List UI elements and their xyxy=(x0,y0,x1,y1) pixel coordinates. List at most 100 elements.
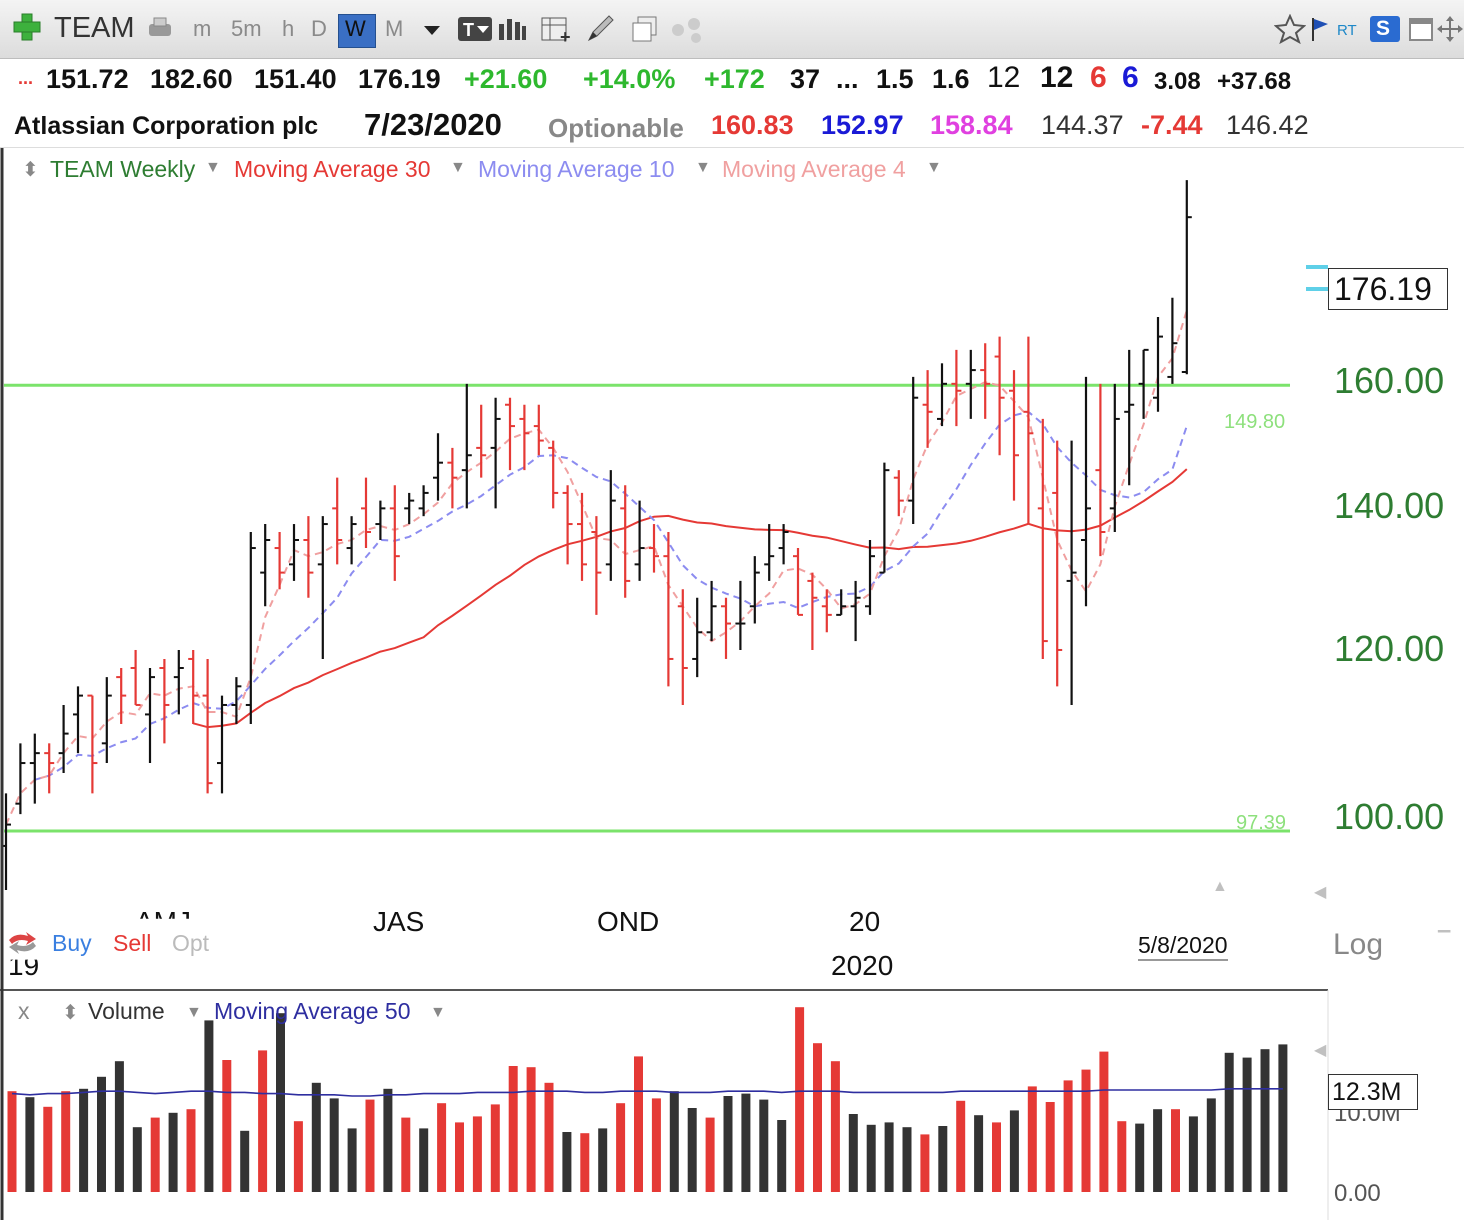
axis-menu-icon[interactable]: ▔ xyxy=(1438,932,1451,949)
interval-d[interactable]: D xyxy=(311,16,327,41)
volume-bar xyxy=(347,1128,357,1192)
close-value: 176.19 xyxy=(358,64,441,94)
quote-line-2: Atlassian Corporation plc 7/23/2020 Opti… xyxy=(0,104,1464,150)
window-icon[interactable] xyxy=(1408,16,1436,49)
ohlc-bar xyxy=(260,524,271,607)
ohlc-bar xyxy=(346,516,357,565)
indicators-icon[interactable]: + xyxy=(540,14,574,49)
volume-dropdown-icon[interactable]: ▼ xyxy=(186,1004,202,1021)
ohlc-bar xyxy=(1066,440,1077,705)
volume-bar xyxy=(132,1127,142,1192)
rt-icon[interactable]: RT xyxy=(1337,22,1357,39)
legend-ma4-dropdown-icon[interactable]: ▼ xyxy=(926,159,942,176)
volume-bar xyxy=(848,1114,858,1192)
s-icon[interactable] xyxy=(1370,16,1400,42)
interval-m-monthly[interactable]: M xyxy=(385,16,404,41)
stat-3: 1.5 xyxy=(876,64,914,94)
ohlc-bar xyxy=(1138,348,1149,419)
volume-bar xyxy=(240,1130,250,1192)
flag-icon[interactable] xyxy=(1310,16,1330,47)
ohlc-bar xyxy=(692,597,703,678)
volume-bar xyxy=(1224,1052,1234,1192)
volume-close-button[interactable]: x xyxy=(18,998,30,1024)
volume-bar xyxy=(902,1127,912,1192)
ohlc-bar xyxy=(1095,383,1106,557)
axis-scroll-up-icon[interactable]: ▲ xyxy=(1212,878,1228,895)
legend-ma30-dropdown-icon[interactable]: ▼ xyxy=(450,159,466,176)
interval-h[interactable]: h xyxy=(282,16,295,41)
ohlc-bar xyxy=(447,447,458,509)
text-tool-icon[interactable]: T xyxy=(458,17,492,46)
axis-label-160: 160.00 xyxy=(1334,360,1445,401)
volume-title[interactable]: Volume xyxy=(88,998,165,1024)
quote-value-a: 144.37 xyxy=(1041,110,1124,140)
legend-ma30[interactable]: Moving Average 30 xyxy=(234,156,431,182)
ohlc-bar xyxy=(519,404,530,471)
volume-updown-icon[interactable]: ⬍ xyxy=(62,1002,79,1024)
opt-button[interactable]: Opt xyxy=(172,930,210,956)
add-symbol-icon[interactable] xyxy=(12,12,42,42)
legend-ma4[interactable]: Moving Average 4 xyxy=(722,156,906,182)
pencil-icon[interactable] xyxy=(585,14,615,49)
change-pct: +14.0% xyxy=(583,64,676,94)
volume-bar xyxy=(25,1097,35,1192)
interval-m[interactable]: m xyxy=(193,16,212,41)
star-icon[interactable] xyxy=(1273,13,1307,49)
axis-label-120: 120.00 xyxy=(1334,628,1445,669)
ref-label-149-80: 149.80 xyxy=(1224,411,1286,433)
legend-series-dropdown-icon[interactable]: ▼ xyxy=(205,159,221,176)
buy-button[interactable]: Buy xyxy=(52,930,92,956)
stat-1: +172 xyxy=(704,64,765,94)
volume-bar xyxy=(258,1050,268,1192)
axis-label-140: 140.00 xyxy=(1334,485,1445,526)
ohlc-bar xyxy=(332,477,343,565)
ma10-value: 152.97 xyxy=(821,110,904,140)
bar-style-icon[interactable] xyxy=(497,16,527,47)
ohlc-bar xyxy=(130,649,141,706)
ohlc-bar xyxy=(116,667,127,724)
legend-ma10[interactable]: Moving Average 10 xyxy=(478,156,675,182)
symbol-label[interactable]: TEAM xyxy=(54,12,135,44)
interval-w[interactable] xyxy=(338,14,376,48)
print-icon[interactable] xyxy=(146,16,176,45)
sell-button[interactable]: Sell xyxy=(113,930,152,956)
ohlc-bar xyxy=(101,677,112,764)
dropdown-icon[interactable] xyxy=(423,24,441,42)
volume-bar xyxy=(1278,1044,1288,1192)
volume-bar xyxy=(383,1088,393,1192)
ohlc-bar xyxy=(764,524,775,581)
ohlc-bar xyxy=(677,589,688,705)
volume-ma-dropdown-icon[interactable]: ▼ xyxy=(430,1004,446,1021)
interval-5m[interactable]: 5m xyxy=(231,16,262,41)
volume-bar xyxy=(526,1067,536,1192)
ohlc-bar xyxy=(29,733,40,804)
layers-icon[interactable] xyxy=(630,15,660,48)
volume-bar xyxy=(1153,1109,1163,1192)
date-label-jas: JAS xyxy=(373,906,425,937)
move-icon[interactable] xyxy=(1437,16,1463,47)
legend-ma10-dropdown-icon[interactable]: ▼ xyxy=(695,159,711,176)
ohlc-bar xyxy=(361,477,371,549)
ohlc-bar xyxy=(1052,440,1063,687)
trade-icon[interactable] xyxy=(6,930,40,961)
updown-icon[interactable]: ⬍ xyxy=(22,159,39,181)
legend-series[interactable]: TEAM Weekly xyxy=(50,156,196,182)
ohlc-bar xyxy=(217,695,227,794)
ohlc-bar xyxy=(937,363,947,427)
ohlc-bar xyxy=(1009,370,1019,501)
ohlc-bar xyxy=(1181,180,1192,375)
volume-bar xyxy=(992,1122,1001,1192)
volume-ma-label[interactable]: Moving Average 50 xyxy=(214,998,411,1024)
ohlc-bar xyxy=(562,485,573,565)
ohlc-bar xyxy=(620,485,631,598)
volume-scroll-icon[interactable]: ◀ xyxy=(1314,1042,1327,1059)
volume-bar xyxy=(580,1133,590,1192)
date-label-19: 19 xyxy=(8,950,40,981)
log-scale-toggle[interactable]: Log xyxy=(1333,928,1384,961)
link-icon[interactable] xyxy=(670,16,706,49)
ohlc-bar xyxy=(577,492,587,581)
volume-bar xyxy=(150,1117,160,1192)
cursor-date: 5/8/2020 xyxy=(1138,932,1228,961)
axis-scroll-left-icon[interactable]: ◀ xyxy=(1314,884,1327,901)
